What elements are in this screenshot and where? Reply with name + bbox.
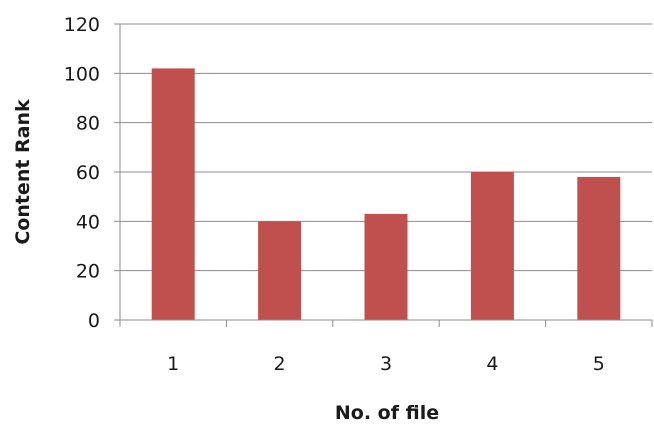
x-axis-title: No. of file [335, 402, 439, 424]
y-tick-labels: 0 20 40 60 80 100 120 [64, 14, 100, 332]
y-tick-label: 100 [64, 63, 100, 85]
x-tick-labels: 1 2 3 4 5 [167, 353, 605, 375]
y-axis-title: Content Rank [12, 99, 34, 245]
x-tick-label: 2 [274, 353, 286, 375]
axes [114, 23, 653, 327]
bars [151, 68, 621, 321]
y-tick-label: 80 [76, 113, 100, 135]
gridlines [120, 23, 652, 272]
x-tick-label: 1 [167, 353, 179, 375]
y-tick-label: 20 [76, 261, 100, 283]
y-tick-label: 60 [76, 162, 100, 184]
y-tick-label: 0 [88, 310, 100, 332]
x-tick-label: 4 [486, 353, 498, 375]
x-tick-label: 5 [593, 353, 605, 375]
bar-3 [364, 213, 408, 320]
y-tick-label: 40 [76, 211, 100, 233]
bar-2 [258, 221, 302, 320]
bar-4 [470, 172, 514, 320]
x-tick-label: 3 [380, 353, 392, 375]
y-tick-label: 120 [64, 14, 100, 36]
bar-5 [577, 176, 621, 320]
bar-1 [151, 68, 195, 321]
